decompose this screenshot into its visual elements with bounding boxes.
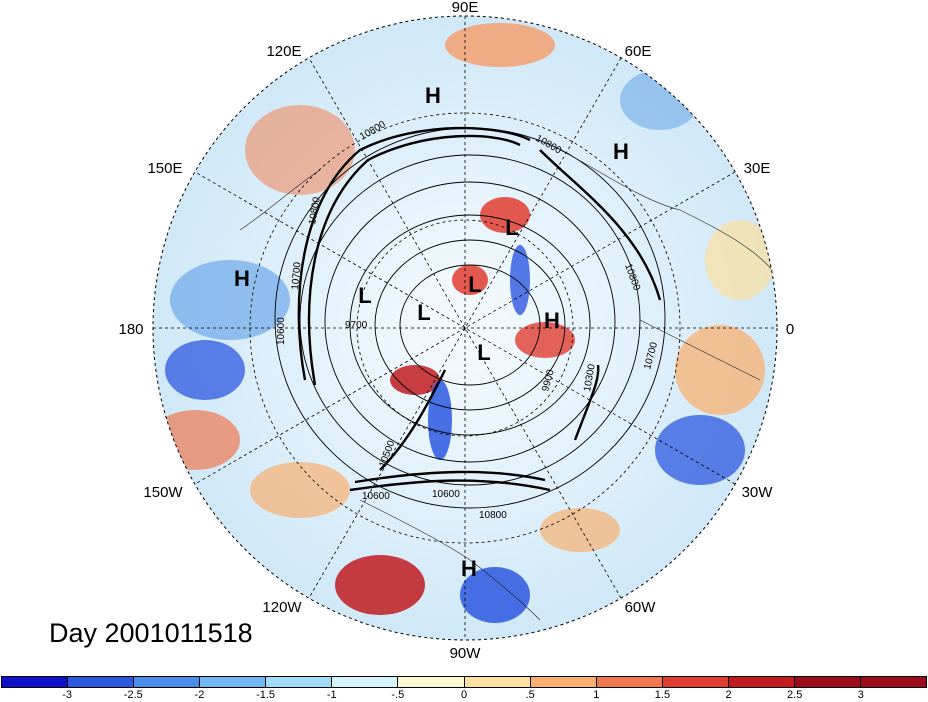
polar-map: 90E 60E 30E 0 30W 60W 90W 120W 150W 180 … <box>118 0 794 662</box>
lon-label-30w: 30W <box>742 484 774 501</box>
colorbar-swatch <box>464 677 531 687</box>
coastlines <box>239 149 777 621</box>
contour-label: 10600 <box>276 317 287 345</box>
lon-label-60w: 60W <box>625 599 657 616</box>
colorbar-swatch <box>728 677 795 687</box>
colorbar-tick-label: -1 <box>326 689 337 701</box>
colorbar-tick-labels: -3 -2.5 -2 -1.5 -1 -.5 0 .5 1 1.5 2 2.5 3 <box>0 689 928 702</box>
plot-title: Day 2001011518 <box>49 618 253 648</box>
low-center: L <box>358 283 371 308</box>
colorbar-tick-label: 1.5 <box>654 689 671 701</box>
low-center: L <box>505 215 518 240</box>
longitude-labels: 90E 60E 30E 0 30W 60W 90W 120W 150W 180 … <box>118 0 794 662</box>
colorbar-tick-label: 2 <box>725 689 732 701</box>
lon-label-30e: 30E <box>744 160 771 177</box>
high-center: H <box>425 83 441 108</box>
lon-label-120e: 120E <box>266 43 301 60</box>
colorbar-tick-label: -2.5 <box>123 689 143 701</box>
colorbar-swatch <box>134 677 201 687</box>
colorbar-swatch <box>200 677 267 687</box>
colorbar-swatch <box>332 677 399 687</box>
lon-label-90w: 90W <box>450 645 482 662</box>
contour-label: 9700 <box>345 320 368 331</box>
colorbar-swatch <box>530 677 597 687</box>
contour-label: 10600 <box>362 491 390 502</box>
map-boundary <box>152 15 778 641</box>
high-center: H <box>461 556 477 581</box>
colorbar-swatch <box>861 677 927 687</box>
lon-label-90e: 90E <box>452 0 479 16</box>
colorbar-tick-label: 3 <box>857 689 864 701</box>
lon-label-120w: 120W <box>262 599 302 616</box>
colorbar-tick-label: -2 <box>194 689 205 701</box>
colorbar-tick-label: -3 <box>62 689 73 701</box>
contour-label: 10600 <box>432 489 460 500</box>
lon-label-0: 0 <box>786 321 794 338</box>
high-center: H <box>613 139 629 164</box>
graticule <box>153 16 777 640</box>
lon-label-150w: 150W <box>143 484 183 501</box>
anomaly-field <box>153 23 775 623</box>
lon-label-60e: 60E <box>625 43 652 60</box>
colorbar-swatches <box>1 676 927 688</box>
contour-label: 10800 <box>307 196 323 226</box>
high-center: H <box>544 308 560 333</box>
colorbar-tick-label: .5 <box>525 689 535 701</box>
colorbar-swatch <box>596 677 663 687</box>
contour-label: 10300 <box>582 363 598 393</box>
colorbar-swatch <box>794 677 862 687</box>
jet-contours <box>297 126 662 492</box>
colorbar-swatch <box>662 677 729 687</box>
low-center: L <box>477 340 490 365</box>
low-center: L <box>417 300 430 325</box>
colorbar-tick-label: 2.5 <box>787 689 803 701</box>
colorbar-tick-label: 0 <box>460 689 468 701</box>
colorbar-swatch <box>2 677 69 687</box>
lon-label-150e: 150E <box>147 160 182 177</box>
colorbar-tick-label: -1.5 <box>256 689 276 701</box>
colorbar-tick-label: 1 <box>593 689 600 701</box>
low-center: L <box>468 272 481 297</box>
colorbar: -3 -2.5 -2 -1.5 -1 -.5 0 .5 1 1.5 2 2.5 3 <box>0 676 928 702</box>
colorbar-tick-label: -.5 <box>391 689 405 701</box>
colorbar-swatch <box>68 677 135 687</box>
lon-label-180: 180 <box>118 321 143 338</box>
pressure-centers: H H L L L L H L H H <box>234 83 629 581</box>
contour-label: 10800 <box>479 510 507 521</box>
high-center: H <box>234 266 250 291</box>
colorbar-swatch <box>398 677 465 687</box>
colorbar-swatch <box>266 677 333 687</box>
contour-label: 10700 <box>290 261 303 290</box>
